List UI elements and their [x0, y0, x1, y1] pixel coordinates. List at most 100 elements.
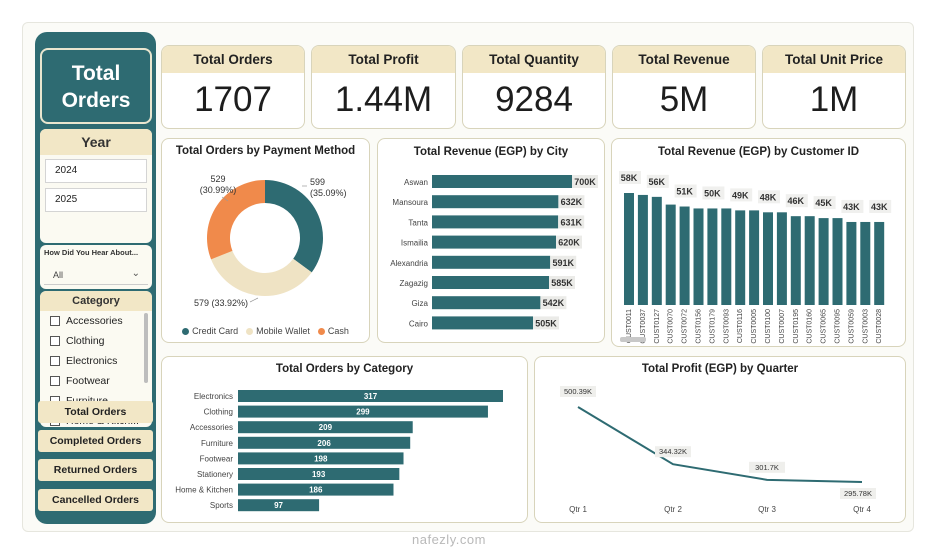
- year-option-2024[interactable]: 2024: [45, 159, 147, 183]
- category-data-label: 198: [314, 454, 328, 463]
- category-bar[interactable]: [238, 405, 488, 418]
- cancelled-orders-button[interactable]: Cancelled Orders: [38, 489, 153, 511]
- category-bar[interactable]: [238, 390, 503, 402]
- city-tick-label: Aswan: [404, 178, 428, 187]
- donut-label: (30.99%): [200, 185, 237, 195]
- kpi-total-revenue: Total Revenue 5M: [612, 45, 756, 129]
- customer-data-label-bg: [674, 184, 697, 198]
- profit-line[interactable]: [577, 406, 863, 483]
- customer-bar[interactable]: [804, 216, 815, 305]
- checkbox[interactable]: [50, 316, 60, 326]
- year-option-2025[interactable]: 2025: [45, 188, 147, 212]
- category-option-electronics[interactable]: Electronics: [40, 351, 152, 371]
- total-orders-button[interactable]: Total Orders: [38, 401, 153, 423]
- customer-bar[interactable]: [651, 196, 662, 305]
- customer-bar[interactable]: [707, 208, 718, 305]
- category-option-clothing[interactable]: Clothing: [40, 331, 152, 351]
- customer-bar[interactable]: [790, 216, 801, 305]
- customer-tick-label: CUST0072: [682, 309, 689, 344]
- category-bar[interactable]: [238, 468, 400, 480]
- customer-bar[interactable]: [776, 212, 787, 305]
- completed-orders-button[interactable]: Completed Orders: [38, 430, 153, 452]
- returned-orders-button[interactable]: Returned Orders: [38, 459, 153, 481]
- donut-slice-credit-card[interactable]: [265, 180, 323, 273]
- donut-label: 529: [210, 174, 225, 184]
- city-bar[interactable]: [432, 296, 541, 310]
- kpi-total-orders: Total Orders 1707: [161, 45, 305, 129]
- customer-bar[interactable]: [763, 212, 773, 305]
- customer-tick-label: CUST0007: [779, 309, 786, 344]
- category-tick-label: Clothing: [204, 408, 233, 417]
- city-bar[interactable]: [432, 276, 549, 289]
- city-data-label: 505K: [535, 318, 557, 328]
- city-data-label-bg: [549, 276, 575, 289]
- customer-bar[interactable]: [637, 194, 648, 305]
- category-option-label: Electronics: [66, 355, 118, 367]
- category-bar[interactable]: [238, 421, 413, 434]
- customer-bar[interactable]: [832, 218, 843, 305]
- orders-by-category-panel: Total Orders by Category Electronics 317 C…: [161, 356, 528, 523]
- city-data-label-bg: [550, 255, 577, 269]
- city-bar[interactable]: [432, 235, 556, 249]
- customer-data-label-bg: [785, 194, 808, 208]
- chart-title: Total Orders by Category: [275, 363, 414, 375]
- hear-about-dropdown[interactable]: All ⌄: [44, 265, 148, 285]
- category-bar[interactable]: [238, 499, 320, 512]
- donut-label: 599: [310, 177, 325, 187]
- category-data-label: 193: [312, 470, 326, 479]
- customer-data-label: 45K: [815, 198, 832, 208]
- customer-bar[interactable]: [665, 204, 676, 305]
- profit-by-quarter-panel: Total Profit (EGP) by Quarter 500.39K Qtr…: [534, 356, 906, 523]
- kpi-label: Total Revenue: [613, 46, 755, 73]
- city-data-label-bg: [572, 175, 598, 188]
- customer-bar[interactable]: [846, 221, 857, 305]
- category-bar[interactable]: [238, 452, 404, 465]
- kpi-label: Total Profit: [312, 46, 455, 73]
- customer-tick-label: CUST0037: [640, 309, 647, 344]
- customer-tick-label: CUST0065: [821, 309, 828, 344]
- customer-data-label: 43K: [843, 202, 860, 212]
- donut-label: (35.09%): [310, 188, 347, 198]
- customer-bar[interactable]: [818, 218, 829, 305]
- customer-bar[interactable]: [624, 193, 634, 305]
- category-option-label: Clothing: [66, 335, 105, 347]
- city-data-label: 591K: [552, 258, 574, 268]
- checkbox[interactable]: [50, 376, 60, 386]
- customer-data-label: 50K: [704, 188, 721, 198]
- kpi-total-quantity: Total Quantity 9284: [462, 45, 606, 129]
- customer-bar[interactable]: [860, 221, 871, 305]
- city-data-label-bg: [533, 316, 559, 330]
- city-bar[interactable]: [432, 316, 533, 330]
- city-bar[interactable]: [432, 215, 559, 229]
- kpi-total-unit-price: Total Unit Price 1M: [762, 45, 906, 129]
- customer-bar[interactable]: [721, 208, 732, 305]
- category-option-footwear[interactable]: Footwear: [40, 371, 152, 391]
- customer-data-label-bg: [646, 174, 669, 188]
- city-data-label: 620K: [558, 238, 580, 248]
- checkbox[interactable]: [50, 356, 60, 366]
- donut-slice-cash[interactable]: [207, 180, 265, 260]
- category-bar[interactable]: [238, 483, 394, 496]
- customer-scrollbar[interactable]: [620, 337, 646, 342]
- city-data-label: 631K: [560, 217, 582, 227]
- sidebar: Total Orders Year 2024 2025 How Did You …: [35, 32, 156, 524]
- category-data-label: 186: [309, 486, 323, 495]
- category-option-accessories[interactable]: Accessories: [40, 311, 152, 331]
- leader-line: [249, 297, 259, 303]
- category-data-label: 97: [274, 501, 283, 510]
- category-scrollbar[interactable]: [144, 313, 148, 383]
- customer-bar[interactable]: [749, 210, 760, 305]
- city-bar[interactable]: [432, 195, 559, 209]
- donut-slice-mobile-wallet[interactable]: [211, 250, 312, 296]
- customer-bar[interactable]: [693, 208, 704, 305]
- customer-tick-label: CUST0028: [876, 309, 883, 344]
- customer-bar[interactable]: [679, 206, 690, 305]
- city-bar[interactable]: [432, 255, 551, 269]
- category-bar[interactable]: [238, 436, 411, 449]
- customer-bar[interactable]: [735, 210, 746, 305]
- customer-bar[interactable]: [874, 221, 885, 305]
- checkbox[interactable]: [50, 336, 60, 346]
- city-bar[interactable]: [432, 175, 572, 188]
- kpi-label: Total Unit Price: [763, 46, 905, 73]
- kpi-value: 9284: [495, 80, 573, 119]
